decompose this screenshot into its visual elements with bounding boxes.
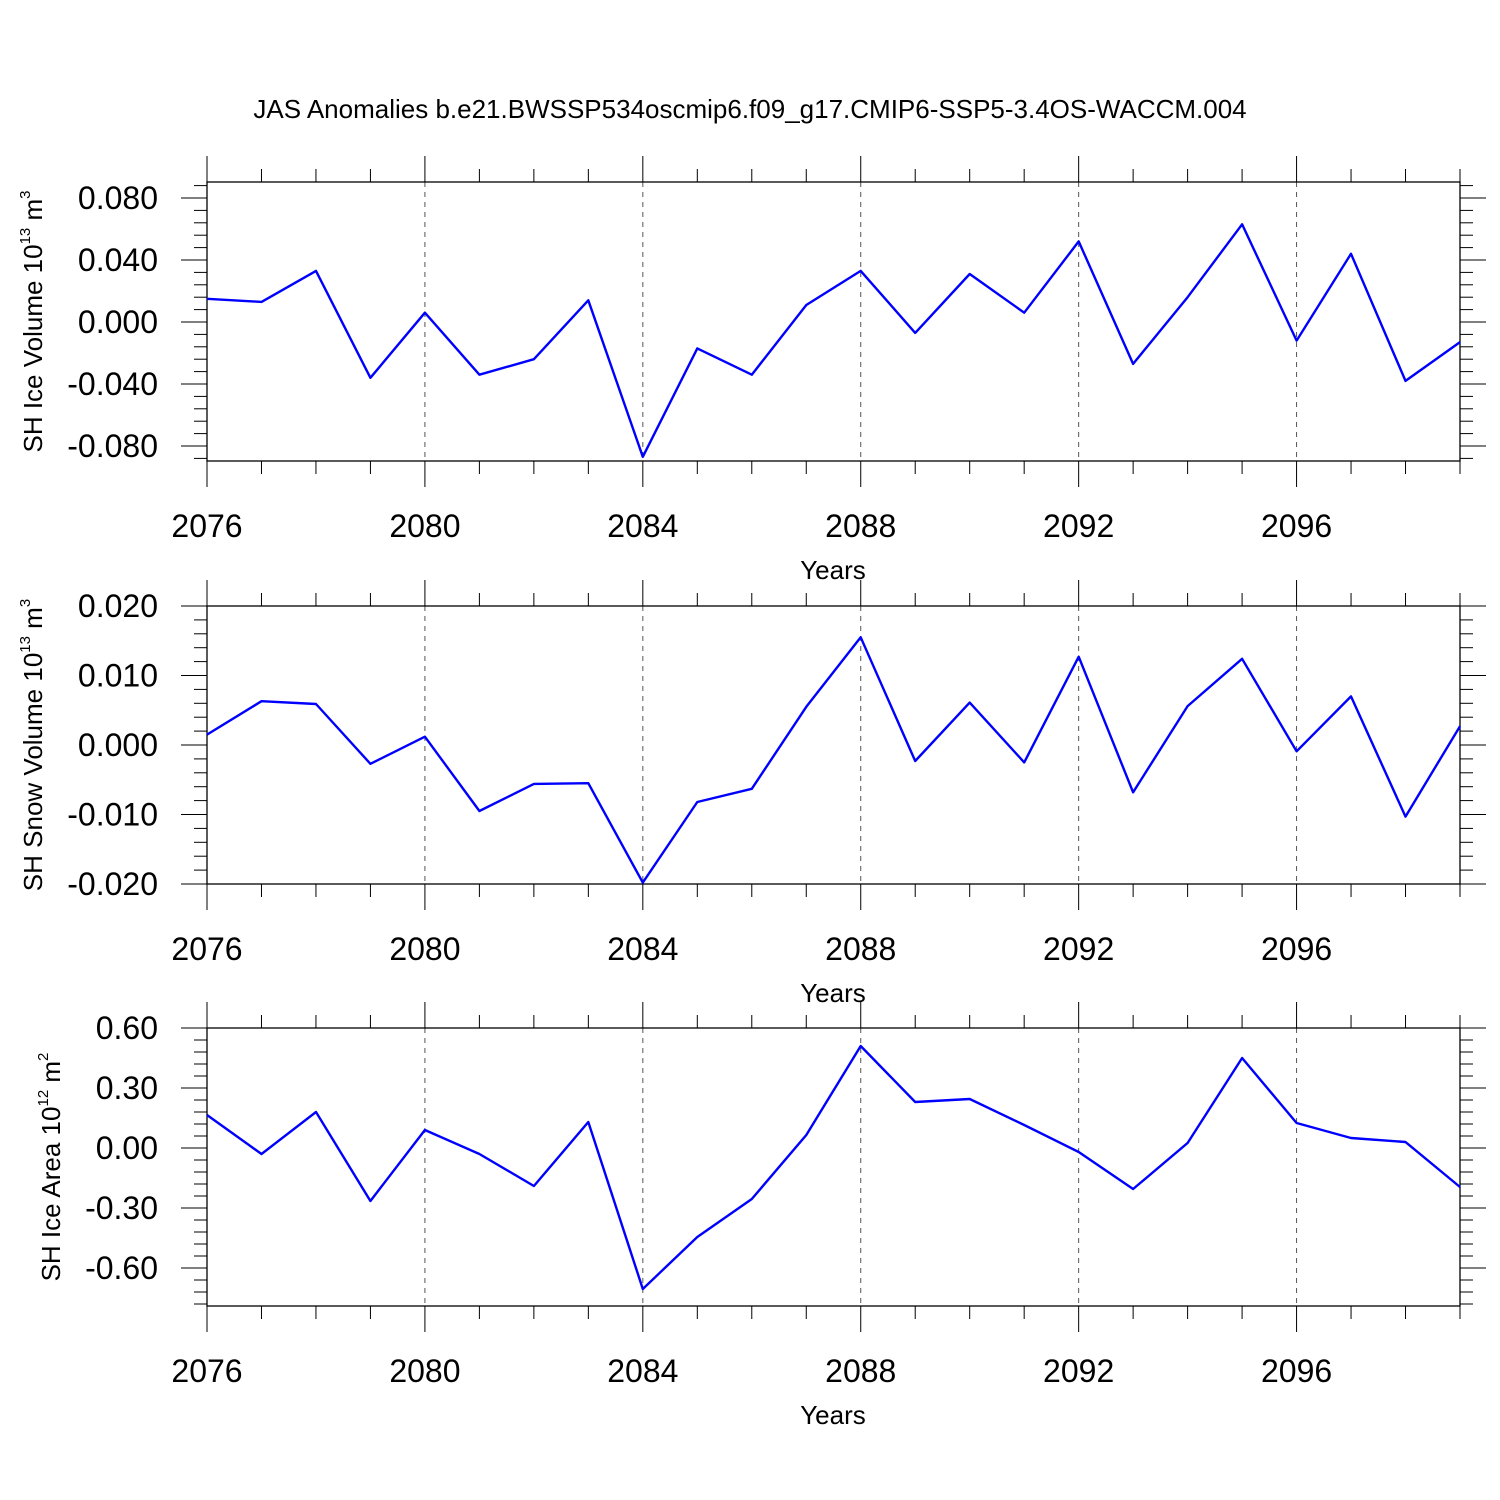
x-tick-label: 2092 bbox=[1043, 508, 1114, 544]
plot-frame bbox=[206, 1027, 1461, 1307]
y-tick-label: -0.020 bbox=[67, 866, 158, 902]
y-tick-label: 0.040 bbox=[78, 242, 158, 278]
x-tick-label: 2088 bbox=[825, 931, 896, 967]
y-tick-label: 0.020 bbox=[78, 588, 158, 624]
series-line bbox=[206, 223, 1461, 458]
x-axis-label: Years bbox=[800, 1400, 866, 1430]
y-tick-label: 0.000 bbox=[78, 727, 158, 763]
y-tick-label: -0.040 bbox=[67, 366, 158, 402]
y-tick-label: -0.080 bbox=[67, 428, 158, 464]
x-axis-label: Years bbox=[800, 555, 866, 585]
plot-frame bbox=[206, 605, 1461, 885]
x-tick-label: 2084 bbox=[607, 508, 678, 544]
x-tick-label: 2076 bbox=[171, 931, 242, 967]
y-tick-label: -0.30 bbox=[85, 1190, 158, 1226]
panel-1: -0.080 -0.040 0.000 0.040 0.080 2076 2080 2084 2… bbox=[17, 156, 1486, 585]
panel-3: -0.60 -0.30 0.00 0.30 0.60 2076 2080 2084 2088 20… bbox=[35, 1002, 1486, 1430]
y-tick-label: 0.010 bbox=[78, 658, 158, 694]
x-tick-label: 2076 bbox=[171, 508, 242, 544]
x-tick-label: 2096 bbox=[1261, 931, 1332, 967]
y-tick-label: -0.60 bbox=[85, 1250, 158, 1286]
x-tick-label: 2092 bbox=[1043, 931, 1114, 967]
x-tick-label: 2096 bbox=[1261, 508, 1332, 544]
y-tick-label: 0.60 bbox=[96, 1010, 158, 1046]
x-tick-label: 2084 bbox=[607, 931, 678, 967]
x-tick-label: 2080 bbox=[389, 931, 460, 967]
x-tick-label: 2088 bbox=[825, 508, 896, 544]
x-tick-label: 2080 bbox=[389, 1353, 460, 1389]
series-line bbox=[206, 636, 1462, 884]
y-axis-label: SH Snow Volume 1013 m3 bbox=[17, 599, 48, 891]
y-axis-label: SH Ice Area 1012 m2 bbox=[35, 1053, 66, 1282]
x-tick-label: 2096 bbox=[1261, 1353, 1332, 1389]
plot-frame bbox=[206, 181, 1461, 462]
x-tick-label: 2088 bbox=[825, 1353, 896, 1389]
x-tick-label: 2080 bbox=[389, 508, 460, 544]
figure-title: JAS Anomalies b.e21.BWSSP534oscmip6.f09_… bbox=[253, 94, 1246, 124]
y-tick-label: 0.000 bbox=[78, 304, 158, 340]
x-tick-label: 2084 bbox=[607, 1353, 678, 1389]
x-axis-label: Years bbox=[800, 978, 866, 1008]
x-tick-label: 2092 bbox=[1043, 1353, 1114, 1389]
y-axis-label: SH Ice Volume 1013 m3 bbox=[17, 190, 48, 452]
panel-2: -0.020 -0.010 0.000 0.010 0.020 2076 2080 2084 2… bbox=[17, 580, 1486, 1008]
y-tick-label: -0.010 bbox=[67, 797, 158, 833]
y-tick-label: 0.080 bbox=[78, 180, 158, 216]
series-line bbox=[206, 1044, 1461, 1291]
y-tick-label: 0.30 bbox=[96, 1070, 158, 1106]
x-tick-label: 2076 bbox=[171, 1353, 242, 1389]
y-tick-label: 0.00 bbox=[96, 1130, 158, 1166]
